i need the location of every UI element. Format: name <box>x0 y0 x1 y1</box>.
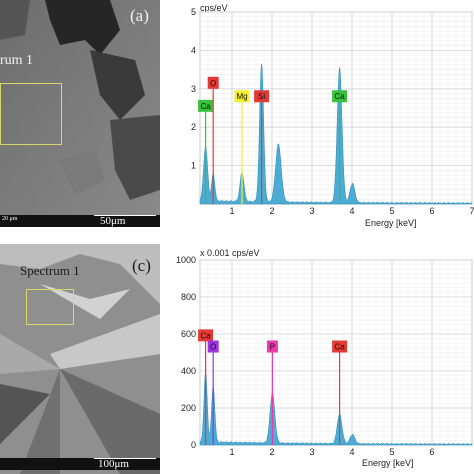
x-tick-label: 4 <box>349 206 354 216</box>
element-label-box <box>332 90 348 103</box>
y-tick-label: 1 <box>191 161 196 171</box>
sem-texture-c <box>0 244 160 474</box>
crystal-region <box>0 384 50 444</box>
scalebar-value: 50μm <box>100 215 126 227</box>
y-tick-label: 4 <box>191 45 196 55</box>
x-tick-label: 1 <box>229 447 234 457</box>
x-tick-label: 2 <box>269 447 274 457</box>
scalebar-value: 100μm <box>98 458 129 470</box>
scalebar-line <box>94 458 156 459</box>
y-tick-label: 800 <box>181 292 196 302</box>
x-tick-label: 4 <box>349 447 354 457</box>
spectrum-region-box <box>26 289 74 325</box>
element-label-o: O <box>207 340 219 353</box>
y-tick-label: 1000 <box>176 255 196 265</box>
sem-image-c: Spectrum 1 (c) 100μm <box>0 244 160 474</box>
element-label-ca: Ca <box>198 99 214 112</box>
crystal-region <box>20 369 60 474</box>
dark-region <box>45 0 120 55</box>
element-label-text: Ca <box>200 102 211 111</box>
element-label-box <box>207 340 219 353</box>
panel-label: (a) <box>130 6 149 25</box>
crystal-region <box>50 314 160 369</box>
element-label-text: P <box>270 343 275 352</box>
scale-bar: 100μm <box>0 458 160 470</box>
element-label-text: O <box>210 79 216 88</box>
element-label-mg: Mg <box>234 90 250 103</box>
y-tick-label: 2 <box>191 122 196 132</box>
element-label-box <box>207 76 219 89</box>
element-label-text: O <box>210 343 216 352</box>
element-label-ca: Ca <box>332 340 348 353</box>
x-tick-label: 5 <box>389 206 394 216</box>
x-axis-label: Energy [keV] <box>365 218 417 228</box>
chart-svg: 1 2 3 4 5 6 7 1 2 3 4 5 Ca O Mg Si Ca <box>191 7 474 216</box>
element-label-text: Ca <box>200 331 211 340</box>
panel-label: (c) <box>132 256 151 275</box>
scale-bar: 20 μm 50μm <box>0 215 160 227</box>
crystal-region <box>60 369 160 474</box>
crystal-region <box>0 244 160 304</box>
x-tick-label: 3 <box>309 206 314 216</box>
y-tick-label: 600 <box>181 329 196 339</box>
x-tick-label: 7 <box>469 206 474 216</box>
x-axis-label: Energy [keV] <box>362 458 414 468</box>
y-tick-label: 400 <box>181 366 196 376</box>
element-label-box <box>254 90 270 103</box>
spectrum-area <box>199 371 473 446</box>
x-tick-label: 6 <box>429 206 434 216</box>
crystal-region <box>40 284 130 319</box>
dark-region <box>90 50 145 120</box>
element-label-box <box>234 90 250 103</box>
spectrum-label: Spectrum 1 <box>20 263 80 278</box>
spectrum-label: rum 1 <box>0 53 34 68</box>
element-label-text: Mg <box>236 92 247 101</box>
x-tick-label: 1 <box>229 206 234 216</box>
element-label-text: Ca <box>334 92 345 101</box>
eds-spectrum-chart-top: cps/eV 1 2 3 4 5 6 7 1 2 3 4 5 Ca O Mg Si Ca Energy [keV… <box>191 3 474 228</box>
element-label-si: Si <box>254 90 270 103</box>
x-tick-label: 6 <box>429 447 434 457</box>
y-tick-label: 3 <box>191 84 196 94</box>
sem-texture-a <box>0 0 160 227</box>
spectrum-region-box <box>0 83 62 145</box>
crystal-region <box>0 334 60 374</box>
scalebar-meta: 20 μm <box>2 216 18 222</box>
light-region <box>60 150 105 195</box>
x-tick-label: 2 <box>269 206 274 216</box>
dark-region <box>110 115 160 200</box>
x-tick-label: 5 <box>389 447 394 457</box>
y-tick-label: 200 <box>181 403 196 413</box>
x-tick-label: 3 <box>309 447 314 457</box>
eds-spectrum-chart-bottom: x 0.001 cps/eV 1 2 3 4 5 6 0 200 400 600 800 1000 Ca… <box>0 240 474 474</box>
element-label-box <box>266 340 278 353</box>
element-label-box <box>198 329 214 342</box>
y-tick-label: 5 <box>191 7 196 17</box>
element-label-box <box>198 99 214 112</box>
element-label-ca: Ca <box>198 329 214 342</box>
element-label-p: P <box>266 340 278 353</box>
sem-image-a: rum 1 (a) 20 μm 50μm <box>0 0 160 227</box>
element-label-box <box>332 340 348 353</box>
spectrum-area <box>199 63 473 205</box>
y-axis-unit: cps/eV <box>200 3 228 13</box>
element-label-o: O <box>207 76 219 89</box>
chart-svg: 1 2 3 4 5 6 0 200 400 600 800 1000 Ca O P Ca <box>176 255 473 457</box>
y-axis-unit: x 0.001 cps/eV <box>200 248 260 258</box>
element-label-ca: Ca <box>332 90 348 103</box>
scalebar-line <box>94 215 156 216</box>
dark-region <box>0 0 30 40</box>
y-tick-label: 0 <box>191 440 196 450</box>
element-label-text: Si <box>258 92 265 101</box>
element-label-text: Ca <box>334 343 345 352</box>
